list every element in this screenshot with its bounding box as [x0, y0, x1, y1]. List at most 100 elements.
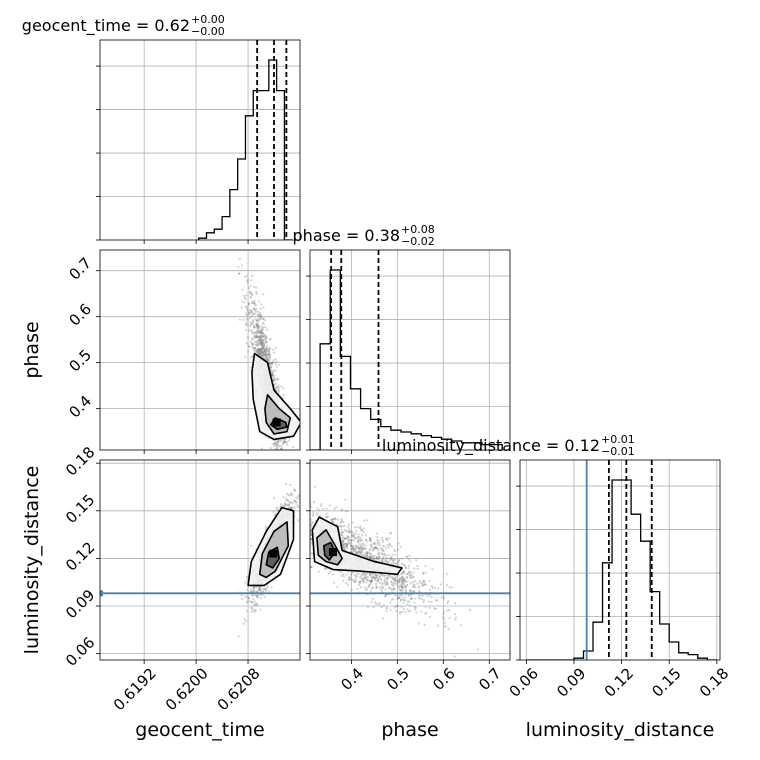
sample-point [442, 617, 445, 621]
sample-point [362, 571, 365, 575]
panel-content [257, 460, 510, 660]
sample-point [271, 442, 274, 445]
sample-point [369, 553, 372, 557]
sample-point [289, 506, 293, 510]
sample-point [260, 352, 264, 356]
sample-point [275, 506, 279, 509]
sample-point [265, 356, 268, 359]
sample-point [276, 442, 280, 445]
sample-point [263, 349, 266, 352]
sample-point [353, 573, 356, 576]
sample-point [423, 580, 426, 583]
sample-point [359, 539, 362, 542]
sample-point [418, 580, 421, 583]
x-tick-label: 0.6200 [162, 664, 212, 714]
sample-point [272, 351, 275, 354]
sample-point [360, 551, 363, 555]
sample-point [258, 347, 261, 350]
sample-point [270, 497, 272, 499]
sample-point [261, 321, 264, 324]
sample-point [258, 313, 262, 316]
sample-point [268, 358, 271, 362]
sample-point [445, 584, 448, 587]
sample-point [349, 544, 352, 547]
sample-point [259, 348, 262, 351]
sample-point [361, 546, 364, 549]
sample-point [369, 555, 373, 559]
sample-point [354, 548, 357, 551]
sample-point [247, 286, 251, 290]
sample-point [365, 578, 369, 581]
sample-point [251, 315, 254, 318]
sample-point [447, 600, 450, 603]
sample-point [419, 581, 422, 584]
sample-point [258, 352, 261, 356]
sample-point [384, 581, 387, 584]
sample-point [280, 503, 283, 506]
sample-point [382, 553, 386, 556]
sample-point [387, 554, 390, 557]
sample-point [305, 522, 307, 524]
sample-point [384, 588, 387, 591]
sample-point [378, 575, 382, 578]
sample-point [409, 582, 412, 585]
sample-point [279, 447, 282, 450]
sample-point [283, 440, 286, 443]
sample-point [253, 334, 257, 337]
sample-point [360, 577, 364, 580]
sample-point [381, 552, 384, 556]
sample-point [253, 326, 256, 329]
sample-point [279, 444, 282, 447]
median-marker [272, 418, 281, 427]
sample-point [260, 315, 263, 318]
sample-point [347, 538, 350, 541]
sample-point [413, 580, 417, 583]
sample-point [274, 503, 276, 505]
sample-point [360, 554, 364, 557]
sample-point [446, 601, 449, 605]
sample-point [382, 555, 385, 559]
sample-point [238, 272, 241, 275]
sample-point [276, 487, 278, 489]
sample-point [251, 608, 254, 612]
sample-point [407, 610, 410, 613]
sample-point [248, 290, 252, 294]
sample-point [317, 509, 321, 512]
sample-point [271, 361, 274, 364]
sample-point [257, 503, 259, 505]
sample-point [260, 348, 263, 351]
sample-point [256, 590, 259, 593]
sample-point [254, 317, 257, 320]
sample-point [353, 550, 356, 553]
sample-point [358, 547, 361, 550]
sample-point [256, 340, 259, 343]
histogram-luminosity_distance [526, 479, 717, 660]
sample-point [406, 608, 409, 611]
sample-point [324, 567, 327, 570]
sample-point [269, 366, 272, 369]
sample-point [255, 286, 258, 289]
sample-point [262, 334, 265, 337]
sample-point [310, 524, 313, 527]
sample-point [254, 343, 257, 346]
sample-point [356, 552, 359, 555]
sample-point [264, 349, 267, 353]
sample-point [285, 504, 288, 507]
y-tick-label: 0.15 [62, 491, 98, 527]
sample-point [269, 337, 272, 340]
sample-point [407, 571, 410, 574]
sample-point [447, 627, 450, 631]
sample-point [348, 538, 351, 542]
sample-point [383, 552, 386, 555]
sample-point [345, 545, 348, 548]
sample-point [254, 308, 258, 311]
y-tick-label: 0.7 [65, 254, 95, 284]
sample-point [370, 557, 373, 560]
title-main: geocent_time = 0.62 [22, 16, 190, 36]
sample-point [386, 561, 389, 564]
sample-point [368, 579, 372, 582]
sample-point [261, 338, 264, 341]
sample-point [342, 543, 345, 546]
sample-point [265, 357, 268, 360]
sample-point [364, 576, 368, 580]
